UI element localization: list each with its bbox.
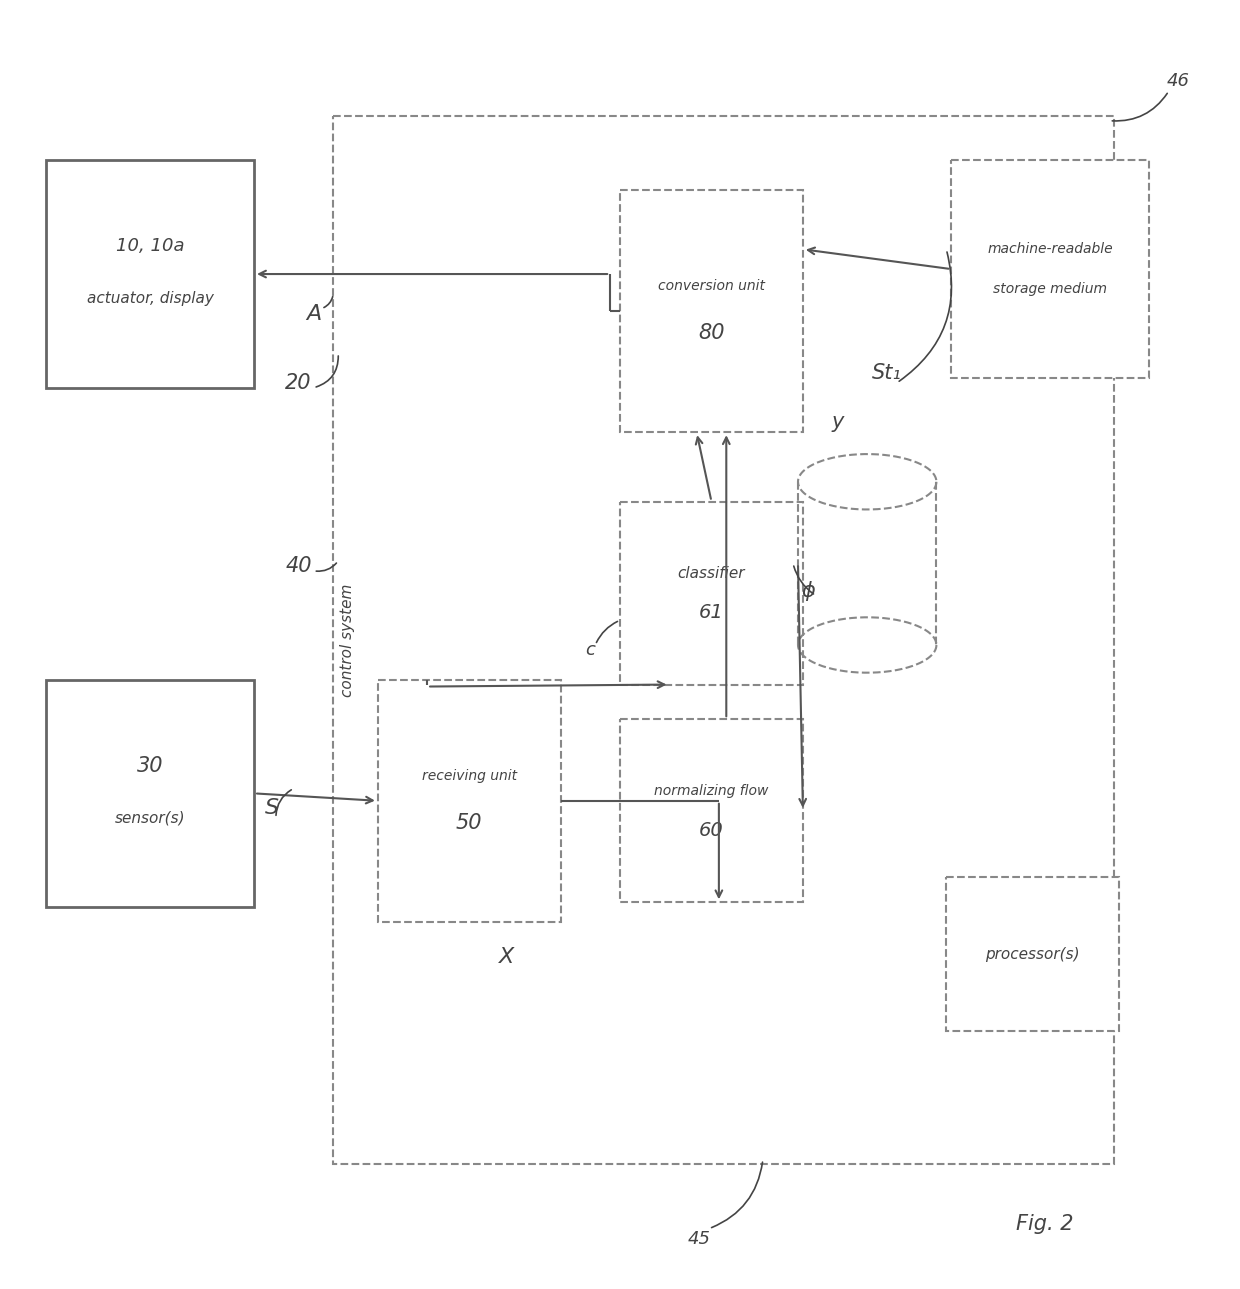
Text: storage medium: storage medium [993, 282, 1107, 296]
Text: 60: 60 [699, 821, 724, 840]
FancyBboxPatch shape [951, 160, 1149, 378]
Text: Fig. 2: Fig. 2 [1017, 1214, 1074, 1234]
Text: ϕ: ϕ [801, 580, 815, 601]
FancyBboxPatch shape [946, 878, 1120, 1031]
Text: classifier: classifier [678, 566, 745, 581]
Text: 45: 45 [688, 1230, 711, 1248]
FancyBboxPatch shape [334, 116, 1115, 1164]
Text: 30: 30 [138, 755, 164, 776]
Text: control system: control system [340, 584, 355, 697]
Text: St₁: St₁ [872, 363, 901, 383]
FancyBboxPatch shape [620, 501, 804, 684]
Text: 80: 80 [698, 322, 724, 343]
Text: 20: 20 [285, 373, 312, 393]
Text: machine-readable: machine-readable [987, 242, 1114, 257]
Text: processor(s): processor(s) [986, 946, 1080, 962]
FancyBboxPatch shape [620, 189, 804, 432]
FancyBboxPatch shape [46, 679, 254, 907]
Text: 50: 50 [456, 812, 482, 833]
Text: conversion unit: conversion unit [658, 280, 765, 294]
Text: receiving unit: receiving unit [422, 770, 517, 782]
Text: y: y [831, 412, 843, 432]
Text: c: c [585, 641, 595, 659]
Text: 46: 46 [1167, 72, 1190, 90]
Text: 61: 61 [699, 603, 724, 623]
Text: S: S [265, 798, 279, 819]
FancyBboxPatch shape [620, 719, 804, 902]
Text: actuator, display: actuator, display [87, 291, 213, 307]
Text: 40: 40 [285, 556, 312, 576]
FancyBboxPatch shape [378, 679, 560, 922]
Text: 10, 10a: 10, 10a [117, 237, 185, 255]
Text: normalizing flow: normalizing flow [655, 784, 769, 798]
Text: A: A [306, 304, 321, 324]
Text: X: X [498, 946, 513, 967]
FancyBboxPatch shape [46, 160, 254, 388]
Text: sensor(s): sensor(s) [115, 811, 186, 826]
